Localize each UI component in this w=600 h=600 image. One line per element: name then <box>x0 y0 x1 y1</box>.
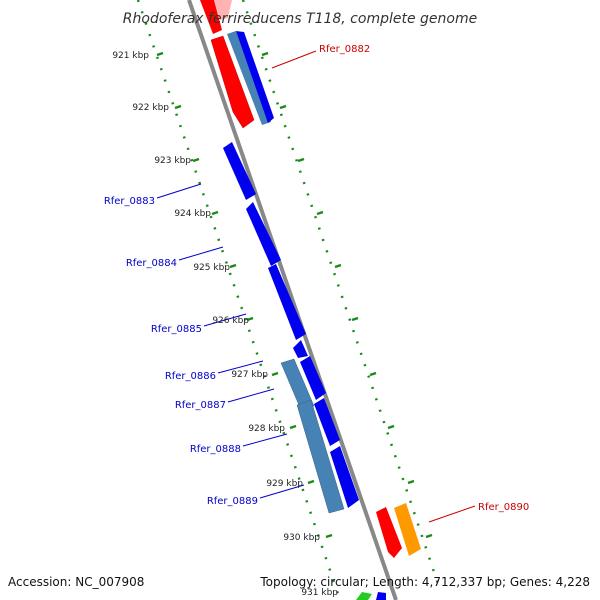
gene-label-rfer-0883[interactable]: Rfer_0883 <box>104 196 155 207</box>
partial-rna-feature <box>200 0 222 34</box>
partial-rna-feature-light <box>214 0 232 20</box>
tick-label: 929 kbp <box>266 479 303 489</box>
gene-arrow-rfer-0883 <box>223 142 256 200</box>
inner-major-ticks <box>156 51 333 539</box>
gene-arrow-steel-2 <box>296 399 345 514</box>
gene-label-rfer-0884[interactable]: Rfer_0884 <box>126 258 177 269</box>
map-title: Rhodoferax ferrireducens T118, complete … <box>123 11 477 27</box>
partial-green-feature <box>356 592 372 600</box>
partial-blue-feature <box>376 592 386 600</box>
gene-label-rfer-0887[interactable]: Rfer_0887 <box>175 400 226 411</box>
gene-arrow-rfer-0884 <box>246 202 281 266</box>
gene-arrow-rfer-0886 <box>293 340 308 358</box>
gene-arrow-rfer-0888 <box>314 398 340 446</box>
tick-label: 921 kbp <box>112 51 149 61</box>
gene-label-rfer-0886[interactable]: Rfer_0886 <box>165 371 216 382</box>
gene-arrow-rfer-0889 <box>330 446 359 508</box>
gene-labels: Rfer_0882 Rfer_0883 Rfer_0884 Rfer_0885 … <box>104 44 529 513</box>
tick-label: 928 kbp <box>248 424 285 434</box>
accession-text: Accession: NC_007908 <box>8 575 144 589</box>
gene-label-rfer-0890[interactable]: Rfer_0890 <box>478 502 529 513</box>
tick-label: 926 kbp <box>212 316 249 326</box>
tick-label: 922 kbp <box>132 103 169 113</box>
gene-label-rfer-0882[interactable]: Rfer_0882 <box>319 44 370 55</box>
gene-arrow-rfer-0890-red <box>376 507 402 558</box>
topology-text: Topology: circular; Length: 4,712,337 bp… <box>259 575 590 589</box>
tick-labels: 921 kbp 922 kbp 923 kbp 924 kbp 925 kbp … <box>112 51 338 598</box>
gene-arrow-rfer-0890-orange <box>394 503 421 556</box>
tick-label: 924 kbp <box>174 209 211 219</box>
tick-label: 923 kbp <box>154 156 191 166</box>
gene-arrow-rfer-0882-steel <box>227 31 271 125</box>
gene-arrow-rfer-0885 <box>268 264 306 340</box>
tick-label: 930 kbp <box>283 533 320 543</box>
genome-backbone <box>187 0 398 600</box>
tick-label: 927 kbp <box>231 370 268 380</box>
gene-label-rfer-0889[interactable]: Rfer_0889 <box>207 496 258 507</box>
gene-arrow-rfer-0882-red <box>210 35 255 129</box>
gene-label-rfer-0888[interactable]: Rfer_0888 <box>190 444 241 455</box>
tick-label: 931 kbp <box>301 588 338 598</box>
gene-label-rfer-0885[interactable]: Rfer_0885 <box>151 324 202 335</box>
leader-lines <box>156 50 476 523</box>
gene-arrow-steel-1 <box>280 358 315 411</box>
gene-arrow-rfer-0882-blue <box>236 31 274 123</box>
gene-arrow-rfer-0887 <box>300 356 326 400</box>
tick-label: 925 kbp <box>193 263 230 273</box>
outer-major-ticks <box>261 51 433 539</box>
